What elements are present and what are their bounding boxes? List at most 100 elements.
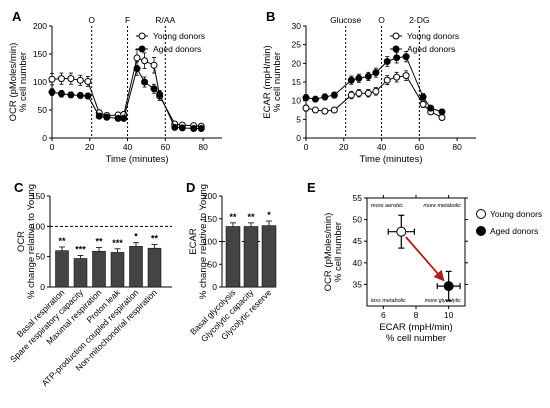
injection-label: O bbox=[378, 15, 385, 25]
y-tick-label: 20 bbox=[292, 58, 302, 68]
x-tick-label: 20 bbox=[85, 142, 95, 152]
quadrant-label: more glycolytic bbox=[425, 298, 462, 304]
y-tick-label: 50 bbox=[36, 252, 46, 262]
y-axis-title: OCR (pMoles/min) bbox=[323, 213, 334, 292]
panel-label: E bbox=[307, 180, 316, 195]
x-tick-label: 80 bbox=[198, 142, 208, 152]
y-tick-label: 35 bbox=[353, 279, 363, 289]
bar bbox=[55, 250, 69, 288]
data-point bbox=[311, 106, 319, 114]
data-point bbox=[347, 91, 355, 99]
data-point bbox=[156, 90, 164, 98]
chart-panel-b: B 0 20 40 60 80 0 5 10 15 20 25 30 Time (minutes) ECAR… bbox=[262, 9, 476, 165]
bar bbox=[225, 226, 241, 288]
legend-marker bbox=[138, 45, 146, 53]
y-tick-label: 0 bbox=[40, 282, 45, 292]
legend-label: Aged donors bbox=[153, 44, 201, 54]
data-point bbox=[48, 75, 56, 83]
data-point bbox=[141, 57, 149, 65]
data-point bbox=[347, 76, 355, 84]
panel-label: B bbox=[266, 9, 275, 24]
x-axis-title: Time (minutes) bbox=[106, 154, 169, 165]
x-axis-title: Time (minutes) bbox=[360, 154, 423, 165]
data-point bbox=[150, 85, 158, 93]
data-point bbox=[114, 114, 122, 122]
legend-marker bbox=[392, 32, 400, 40]
data-point bbox=[57, 90, 65, 98]
series-young-donors bbox=[302, 70, 446, 121]
chart-panel-d: D 0 50 100 150 200 ECAR% change relative to Yo… bbox=[186, 180, 277, 344]
legend-label: Young donors bbox=[153, 31, 205, 41]
legend-marker bbox=[392, 45, 400, 53]
data-point bbox=[427, 104, 435, 112]
y-tick-label: 200 bbox=[203, 191, 217, 201]
data-point bbox=[372, 87, 380, 95]
injection-label: 2-DG bbox=[409, 15, 429, 25]
legend-marker bbox=[138, 32, 146, 40]
data-point bbox=[76, 76, 84, 84]
y-tick-label: 0 bbox=[42, 133, 47, 143]
data-point bbox=[393, 54, 401, 62]
y-tick-label: 55 bbox=[353, 193, 363, 203]
y-tick-label: 100 bbox=[203, 237, 217, 247]
x-tick-label: 40 bbox=[377, 142, 387, 152]
y-axis-title: % cell number bbox=[272, 52, 283, 112]
significance-label: ** bbox=[151, 234, 159, 244]
injection-label: R/AA bbox=[155, 15, 175, 25]
data-point bbox=[383, 57, 391, 65]
y-tick-label: 50 bbox=[353, 215, 363, 225]
x-tick-label: 0 bbox=[50, 142, 55, 152]
data-point bbox=[364, 72, 372, 80]
y-tick-label: 25 bbox=[292, 40, 302, 50]
x-tick-label: 6 bbox=[381, 310, 386, 320]
significance-label: ** bbox=[247, 212, 255, 222]
data-point bbox=[372, 69, 380, 77]
data-point bbox=[321, 93, 329, 101]
y-tick-label: 150 bbox=[203, 214, 217, 224]
legend-marker bbox=[476, 226, 486, 236]
y-axis-title: % change relative to Young bbox=[198, 184, 209, 299]
data-point bbox=[355, 74, 363, 82]
data-point bbox=[383, 76, 391, 84]
legend-label: Aged donors bbox=[407, 44, 455, 54]
y-axis-title: % cell number bbox=[18, 52, 29, 112]
data-point bbox=[84, 92, 92, 100]
data-point bbox=[141, 78, 149, 86]
y-axis-title: ECAR (mpH/min) bbox=[262, 45, 273, 118]
data-point bbox=[311, 95, 319, 103]
data-point bbox=[190, 124, 198, 132]
chart-panel-e: E 6 8 10 35 40 45 50 55 more aerobic more metaboli… bbox=[307, 180, 542, 344]
x-tick-label: 0 bbox=[304, 142, 309, 152]
x-tick-label: 60 bbox=[415, 142, 425, 152]
legend-label: Young donors bbox=[407, 31, 459, 41]
y-tick-label: 0 bbox=[296, 133, 301, 143]
significance-label: * bbox=[267, 210, 271, 220]
x-tick-label: 20 bbox=[339, 142, 349, 152]
y-tick-label: 30 bbox=[292, 21, 302, 31]
legend-marker bbox=[476, 209, 486, 219]
significance-label: ** bbox=[95, 237, 103, 247]
y-axis-title: OCR (pMoles/min) bbox=[8, 43, 19, 122]
x-tick-label: 8 bbox=[414, 310, 419, 320]
x-axis-title: % cell number bbox=[386, 333, 446, 344]
significance-label: *** bbox=[112, 238, 123, 248]
y-tick-label: 15 bbox=[292, 77, 302, 87]
data-point bbox=[393, 73, 401, 81]
data-point bbox=[396, 226, 407, 237]
data-point bbox=[57, 75, 65, 83]
series-young-donors bbox=[387, 214, 415, 249]
legend-label: Young donors bbox=[490, 209, 542, 219]
data-point bbox=[438, 108, 446, 116]
bar bbox=[73, 258, 88, 288]
data-point bbox=[150, 61, 158, 69]
data-point bbox=[171, 123, 179, 131]
injection-label: O bbox=[88, 15, 95, 25]
y-tick-label: 50 bbox=[208, 259, 218, 269]
x-axis-title: ECAR (mpH/min) bbox=[379, 322, 452, 333]
y-tick-label: 100 bbox=[33, 77, 47, 87]
series-aged-donors bbox=[302, 50, 446, 116]
data-point bbox=[84, 77, 92, 85]
bar bbox=[110, 252, 125, 288]
data-point bbox=[48, 88, 56, 96]
